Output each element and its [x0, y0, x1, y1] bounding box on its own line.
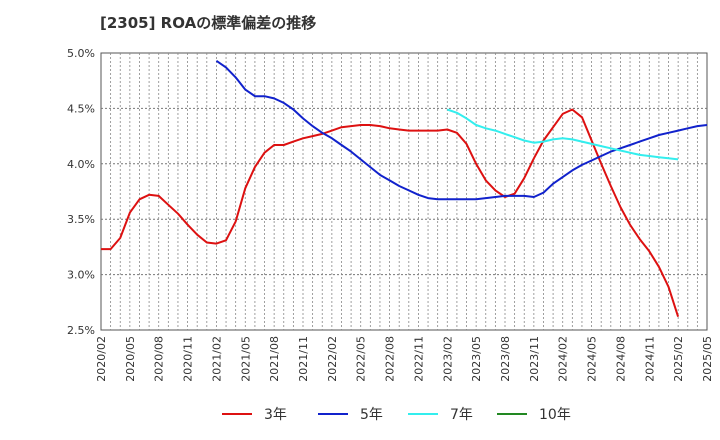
x-tick-label: 2024/02 [557, 336, 570, 382]
x-tick-label: 2020/02 [95, 336, 108, 382]
x-tick-label: 2021/05 [239, 336, 252, 382]
x-tick-label: 2023/11 [528, 336, 541, 382]
x-tick-label: 2024/11 [643, 336, 656, 382]
legend: 3年 5年 7年 10年 [222, 407, 571, 423]
series-line [101, 108, 680, 318]
x-tick-label: 2023/08 [499, 336, 512, 382]
grid-lines [101, 53, 707, 330]
x-tick-label: 2024/05 [586, 336, 599, 382]
x-tick-label: 2020/11 [182, 336, 195, 382]
x-tick-label: 2020/08 [153, 336, 166, 382]
x-tick-label: 2021/11 [297, 336, 310, 382]
x-tick-label: 2023/02 [441, 336, 454, 382]
x-tick-label: 2021/08 [268, 336, 281, 382]
x-tick-label: 2023/05 [470, 336, 483, 382]
series-line [215, 59, 708, 201]
x-tick-label: 2022/05 [355, 336, 368, 382]
y-tick-label: 2.5% [67, 324, 95, 337]
legend-label: 7年 [450, 407, 473, 423]
y-tick-label: 4.5% [67, 102, 95, 115]
x-tick-label: 2020/05 [124, 336, 137, 382]
series-lines [101, 59, 708, 318]
x-tick-label: 2024/08 [614, 336, 627, 382]
x-axis-ticks: 2020/02 2020/05 2020/08 2020/11 2021/02 2021/… [95, 336, 714, 382]
x-tick-label: 2025/02 [672, 336, 685, 382]
x-tick-label: 2021/02 [210, 336, 223, 382]
y-tick-label: 4.0% [67, 158, 95, 171]
x-tick-label: 2022/11 [412, 336, 425, 382]
y-tick-label: 3.5% [67, 213, 95, 226]
series-line [446, 108, 679, 161]
chart-title: [2305] ROAの標準偏差の推移 [100, 14, 317, 32]
y-axis-ticks: 2.5% 3.0% 3.5% 4.0% 4.5% 5.0% [67, 47, 95, 337]
x-tick-label: 2025/05 [701, 336, 714, 382]
y-tick-label: 5.0% [67, 47, 95, 60]
plot-area [100, 52, 708, 331]
y-tick-label: 3.0% [67, 269, 95, 282]
x-tick-label: 2022/08 [384, 336, 397, 382]
legend-label: 5年 [360, 407, 383, 423]
legend-label: 10年 [539, 407, 571, 423]
legend-label: 3年 [264, 407, 287, 423]
x-tick-label: 2022/02 [326, 336, 339, 382]
